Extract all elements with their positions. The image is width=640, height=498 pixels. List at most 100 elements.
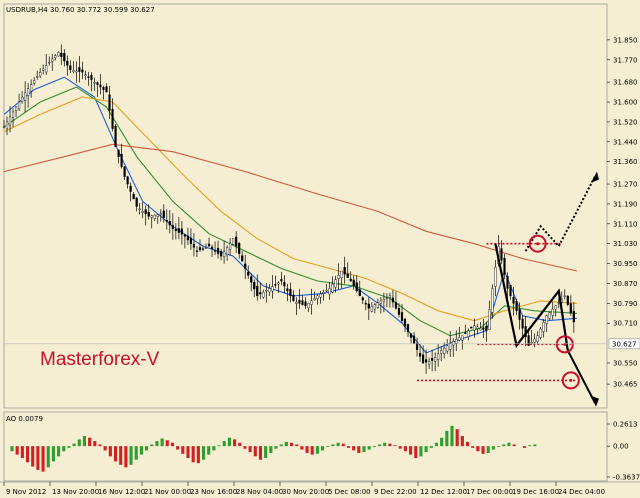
candle-body [30,84,33,92]
target-circle [528,234,547,253]
candle-body [346,273,349,278]
candle-body [262,291,265,298]
candle-body [491,288,494,313]
candle-body [373,304,376,310]
dotted-up-arrow-line [524,176,596,252]
moving-average-line [3,143,578,272]
target-circle [555,335,574,354]
candle-body [210,246,214,249]
candle-body [328,288,331,295]
candle-body [207,243,211,247]
candle-body [265,290,268,292]
candle-body [213,250,217,252]
ao-histogram: 0.2613 0.00 -0.3637 [10,421,640,482]
y-tick-label: 31.360 [613,158,638,166]
candle-body [39,71,42,77]
candle-body [238,242,241,254]
candle-body [449,342,452,350]
candle-body [162,210,165,218]
candle-body [382,298,385,302]
y-tick-label: 30.710 [613,320,638,328]
target-circle [561,371,580,390]
candle-body [452,341,455,346]
zigzag-pattern [494,243,569,351]
last-price-label: 30.627 [612,340,637,348]
candle-body [24,92,27,101]
candle-body [434,356,437,362]
candle-body [331,283,334,293]
candle-body [569,303,572,314]
candle-body [425,359,428,363]
candle-body [11,111,15,118]
candle-body [250,276,253,283]
ao-tick-label: 0.2613 [613,421,638,429]
candle-body [554,305,557,310]
candle-body [105,86,108,93]
candle-body [406,324,410,333]
x-tick-label: 12 Dec 12:00 [420,488,467,496]
candle-body [361,297,364,301]
header-ohlc: 30.760 30.772 30.599 30.627 [50,6,155,14]
candle-body [271,286,274,292]
ao-tick-label: 0.00 [613,443,629,451]
candle-body [446,345,449,352]
candle-body [298,300,301,304]
moving-average-line [3,86,577,337]
candle-body [45,65,48,73]
x-tick-label: 19 Dec 16:00 [512,488,559,496]
candle-body [409,333,413,338]
candle-body [132,194,135,200]
candle-body [156,214,159,217]
y-tick-label: 31.030 [613,240,638,248]
up-arrow-head [590,171,599,183]
candle-body [325,290,328,292]
candle-body [539,328,542,338]
candle-body [337,275,340,279]
candle-body [437,353,440,360]
candle-body [400,312,404,321]
x-tick-label: 30 Nov 20:00 [282,488,329,496]
x-tick-label: 9 Nov 2012 [6,488,46,496]
candle-body [388,295,392,299]
y-tick-label: 31.680 [613,79,638,87]
candle-body [117,149,120,157]
brand-watermark: Masterforex-V [40,349,160,370]
candle-body [527,335,530,346]
candle-body [428,361,431,365]
candle-body [51,58,54,62]
candle-body [60,52,63,57]
y-tick-label: 30.465 [613,381,638,389]
candle-body [244,263,247,269]
candle-body [515,301,518,311]
x-tick-label: 24 Dec 04:00 [558,488,605,496]
candle-body [557,302,560,304]
ao-label: AO 0.0079 [6,415,43,423]
candle-body [283,281,286,287]
candle-body [138,208,141,210]
candle-body [102,87,105,90]
candle-body [418,353,422,357]
candle-body [135,197,138,207]
y-tick-label: 31.440 [613,138,638,146]
candle-body [168,221,171,226]
candle-body [536,335,539,342]
candle-body [180,228,183,235]
candle-body [542,322,545,332]
y-tick-label: 31.770 [613,56,638,64]
candle-body [201,248,205,250]
candle-body [78,67,81,72]
x-tick-label: 5 Dec 08:00 [328,488,371,496]
candle-body [461,335,464,341]
candle-body [370,306,373,312]
moving-averages [3,76,578,354]
x-tick-label: 13 Nov 20:00 [52,488,99,496]
x-tick-label: 23 Nov 16:00 [190,488,237,496]
candle-body [126,176,129,185]
y-tick-label: 31.600 [613,99,638,107]
candle-body [485,325,488,331]
candle-body [93,81,96,84]
candle-body [545,315,548,324]
candle-body [99,84,102,88]
candle-body [364,303,367,305]
